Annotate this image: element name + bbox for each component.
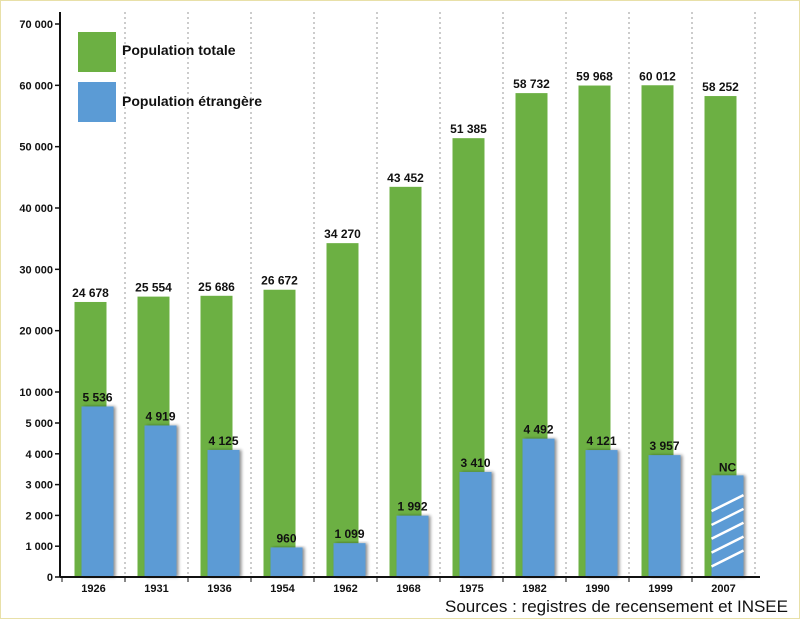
bar-foreign — [270, 547, 303, 577]
y-tick-label: 10 000 — [19, 387, 53, 399]
data-label-total: 51 385 — [450, 122, 487, 136]
y-tick-label: 0 — [47, 572, 53, 584]
data-label-foreign: 5 536 — [82, 390, 112, 404]
legend-swatch-total — [78, 32, 116, 72]
x-tick-label: 1990 — [585, 583, 609, 595]
data-label-foreign: 4 121 — [586, 434, 616, 448]
bar-total — [326, 243, 359, 578]
data-label-total: 58 732 — [513, 77, 550, 91]
y-tick-label: 5 000 — [25, 418, 53, 430]
x-tick-label: 1975 — [459, 583, 483, 595]
legend: Population totale Population étrangère — [78, 32, 262, 122]
x-tick-label: 1962 — [333, 583, 357, 595]
bar-foreign — [459, 471, 492, 577]
data-label-total: 24 678 — [72, 286, 109, 300]
x-tick-label: 1926 — [81, 583, 105, 595]
hatch-line — [710, 521, 745, 540]
bar-foreign — [333, 543, 366, 577]
source-note: Sources : registres de recensement et IN… — [445, 597, 788, 616]
axes: 0 1 000 2 000 3 000 4 000 5 000 10 000 20 000 30… — [19, 12, 760, 595]
bar-foreign — [207, 449, 240, 577]
bar-total — [263, 289, 296, 577]
y-tick-label: 2 000 — [25, 510, 53, 522]
y-tick-label: 70 000 — [19, 19, 53, 31]
data-label-foreign: 3 410 — [460, 456, 490, 470]
hatch-line — [710, 493, 745, 513]
x-tick-label: 1982 — [522, 583, 546, 595]
data-label-total: 26 672 — [261, 274, 298, 288]
x-tick-label: 1936 — [207, 583, 231, 595]
data-labels: 24 678 25 554 25 686 26 672 34 270 43 452 51 3… — [72, 69, 739, 545]
x-tick-label: 1968 — [396, 583, 420, 595]
data-label-foreign: 4 919 — [145, 409, 175, 423]
legend-label-foreign: Population étrangère — [122, 93, 262, 109]
bar-foreign — [396, 515, 429, 577]
data-label-total: 25 554 — [135, 281, 172, 295]
data-label-foreign: 4 125 — [208, 434, 238, 448]
x-tick-label: 2007 — [711, 583, 735, 595]
y-tick-label: 40 000 — [19, 203, 53, 215]
data-label-foreign: 960 — [276, 531, 296, 545]
bar-foreign — [585, 450, 618, 577]
data-label-foreign: 1 099 — [334, 527, 364, 541]
data-label-foreign: 4 492 — [523, 423, 553, 437]
y-tick-label: 30 000 — [19, 264, 53, 276]
x-tick-label: 1954 — [270, 583, 295, 595]
legend-swatch-foreign — [78, 82, 116, 122]
hatch-line — [710, 535, 745, 554]
data-label-total: 60 012 — [639, 69, 676, 83]
data-label-foreign: NC — [719, 460, 737, 474]
legend-label-total: Population totale — [122, 42, 236, 58]
x-tick-label: 1999 — [648, 583, 672, 595]
bar-foreign — [648, 455, 681, 577]
foreign-population-series — [81, 406, 745, 577]
bar-foreign — [81, 406, 114, 577]
bar-foreign — [144, 425, 177, 577]
y-tick-label: 4 000 — [25, 449, 53, 461]
data-label-total: 43 452 — [387, 171, 424, 185]
y-tick-label: 20 000 — [19, 326, 53, 338]
y-tick-label: 50 000 — [19, 142, 53, 154]
y-tick-label: 3 000 — [25, 480, 53, 492]
data-label-total: 25 686 — [198, 280, 235, 294]
y-tick-label: 60 000 — [19, 80, 53, 92]
data-label-total: 59 968 — [576, 70, 613, 84]
x-tick-label: 1931 — [144, 583, 168, 595]
grid-layer — [124, 12, 756, 577]
bar-total — [389, 186, 422, 577]
bar-foreign — [522, 438, 555, 577]
data-label-total: 58 252 — [702, 80, 739, 94]
hatch-line — [710, 549, 745, 568]
data-label-foreign: 3 957 — [649, 439, 679, 453]
y-tick-label: 1 000 — [25, 541, 53, 553]
data-label-total: 34 270 — [324, 227, 361, 241]
hatch-line — [710, 507, 745, 527]
data-label-foreign: 1 992 — [397, 500, 427, 514]
